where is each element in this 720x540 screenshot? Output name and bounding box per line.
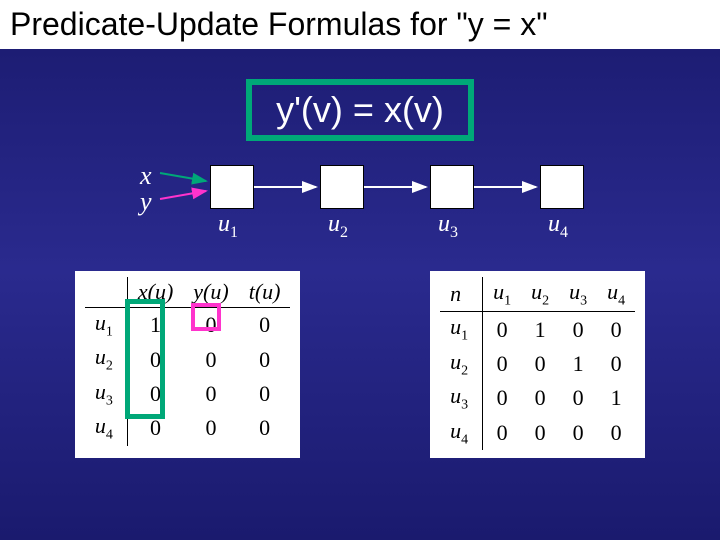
cell: 0 (483, 347, 522, 381)
cell: 0 (559, 416, 597, 450)
node-u1 (210, 165, 254, 209)
cell: 0 (183, 342, 238, 376)
slide-title: Predicate-Update Formulas for "y = x" (0, 0, 720, 49)
rrow-u1: u1 (440, 312, 483, 347)
cell: 1 (597, 381, 635, 415)
node-u2 (320, 165, 364, 209)
lrow-u1: u1 (85, 308, 128, 343)
cell: 0 (521, 381, 559, 415)
cell: 0 (239, 308, 291, 343)
col-xu: x(u) (127, 277, 183, 308)
cell: 0 (597, 347, 635, 381)
rcol-u3: u3 (559, 277, 597, 312)
cell: 0 (597, 416, 635, 450)
right-table-wrap: n u1 u2 u3 u4 u10100 u20010 u30001 u4000… (430, 271, 645, 458)
left-table-wrap: x(u) y(u) t(u) u1100 u2000 u3000 u4000 (75, 271, 301, 458)
cell: 1 (521, 312, 559, 347)
node-u4 (540, 165, 584, 209)
cell: 1 (559, 347, 597, 381)
cell: 0 (183, 377, 238, 411)
cell: 0 (239, 411, 291, 445)
cell: 0 (239, 377, 291, 411)
rcol-u2: u2 (521, 277, 559, 312)
col-yu: y(u) (183, 277, 238, 308)
x-pointer-arrow (160, 173, 206, 181)
cell: 0 (127, 377, 183, 411)
cell: 0 (597, 312, 635, 347)
rrow-u3: u3 (440, 381, 483, 415)
cell: 0 (127, 342, 183, 376)
right-corner: n (440, 277, 483, 312)
node-u4-label: u4 (548, 211, 568, 242)
tables-row: x(u) y(u) t(u) u1100 u2000 u3000 u4000 n… (0, 271, 720, 458)
lrow-u2: u2 (85, 342, 128, 376)
formula-box: y'(v) = x(v) (246, 79, 474, 141)
pointer-y-label: y (140, 187, 152, 217)
rcol-u4: u4 (597, 277, 635, 312)
lrow-u4: u4 (85, 411, 128, 445)
node-u2-label: u2 (328, 211, 348, 242)
cell: 0 (521, 416, 559, 450)
cell: 0 (521, 347, 559, 381)
cell: 0 (483, 312, 522, 347)
predicate-table: x(u) y(u) t(u) u1100 u2000 u3000 u4000 (85, 277, 291, 446)
lrow-u3: u3 (85, 377, 128, 411)
cell: 0 (183, 411, 238, 445)
node-u3 (430, 165, 474, 209)
cell: 0 (483, 416, 522, 450)
rrow-u4: u4 (440, 416, 483, 450)
adjacency-table: n u1 u2 u3 u4 u10100 u20010 u30001 u4000… (440, 277, 635, 450)
col-tu: t(u) (239, 277, 291, 308)
node-u1-label: u1 (218, 211, 238, 242)
linked-list-graph: x y u1 u2 u3 u4 (110, 161, 610, 251)
cell: 0 (483, 381, 522, 415)
left-corner (85, 277, 128, 308)
cell: 1 (127, 308, 183, 343)
cell: 0 (559, 381, 597, 415)
cell: 0 (559, 312, 597, 347)
cell: 0 (239, 342, 291, 376)
cell: 0 (127, 411, 183, 445)
cell: 0 (183, 308, 238, 343)
rrow-u2: u2 (440, 347, 483, 381)
y-pointer-arrow (160, 191, 206, 199)
node-u3-label: u3 (438, 211, 458, 242)
rcol-u1: u1 (483, 277, 522, 312)
